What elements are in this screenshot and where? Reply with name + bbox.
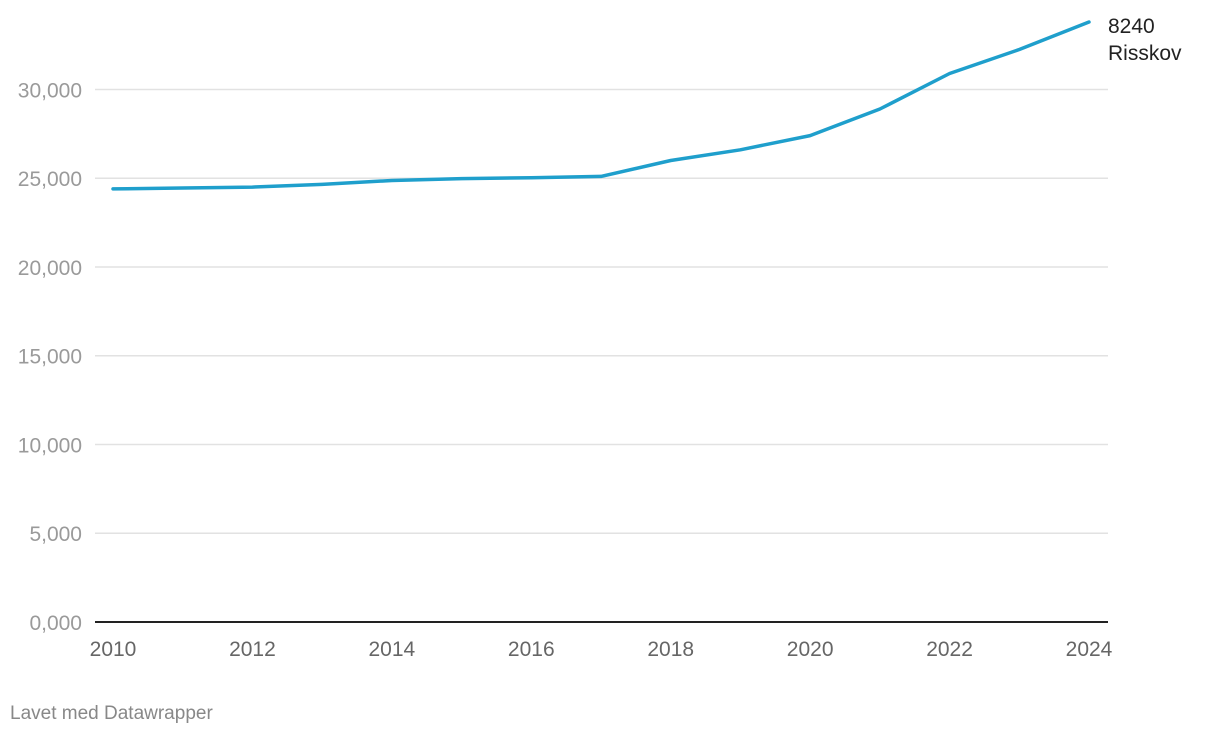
line-chart: 0,000 5,000 10,000 15,000 20,000 25,000 30,000… [18,15,1182,661]
x-tick-label: 2022 [926,638,973,661]
y-tick-label: 5,000 [29,523,82,546]
x-tick-label: 2024 [1066,638,1113,661]
x-tick-label: 2014 [368,638,415,661]
x-tick-label: 2020 [787,638,834,661]
y-tick-label: 20,000 [18,257,82,280]
series-labels: 8240 Risskov [1108,15,1182,65]
y-axis-ticks: 0,000 5,000 10,000 15,000 20,000 25,000 30,000 [18,79,82,635]
x-tick-label: 2012 [229,638,276,661]
y-tick-label: 10,000 [18,434,82,457]
series-end-label: Risskov [1108,42,1182,65]
y-tick-label: 0,000 [29,612,82,635]
x-tick-label: 2018 [647,638,694,661]
footer-credit: Lavet med Datawrapper [10,703,213,724]
series-end-label: 8240 [1108,15,1155,38]
y-tick-label: 25,000 [18,168,82,191]
x-axis-ticks: 2010 2012 2014 2016 2018 2020 2022 2024 [90,638,1113,661]
gridlines [95,88,1108,534]
x-tick-label: 2010 [90,638,137,661]
series-line [111,20,1091,191]
x-tick-label: 2016 [508,638,555,661]
y-tick-label: 15,000 [18,346,82,369]
series-lines [111,20,1091,191]
y-tick-label: 30,000 [18,79,82,102]
